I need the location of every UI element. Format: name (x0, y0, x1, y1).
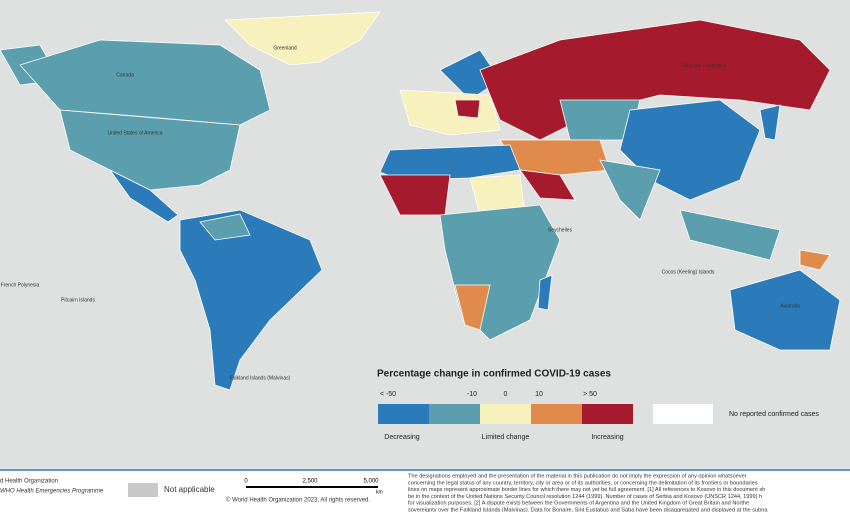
india (599, 159, 661, 221)
namibia (454, 284, 491, 331)
land (0, 11, 841, 391)
disclaimer-line: The designations employed and the presen… (408, 473, 747, 479)
legend-threshold: < -50 (380, 391, 396, 398)
not-applicable-swatch (128, 483, 158, 497)
disclaimer-line: for visualization purposes. [2] A disput… (408, 501, 749, 507)
country-label: Cocos (Keeling) Islands (662, 269, 715, 275)
legend-group: Increasing (591, 434, 623, 441)
madagascar (537, 274, 553, 311)
no-data-label: No reported confirmed cases (729, 411, 819, 418)
legend-swatch (531, 404, 582, 424)
disclaimer-line: be in the context of the United Nations … (408, 494, 762, 500)
country-labels: Greenland Canada United States of America R… (1, 45, 800, 381)
legend-group: Limited change (482, 434, 530, 441)
country-label: Seychelles (548, 227, 573, 233)
country-label: United States of America (107, 130, 162, 136)
disclaimer-line: concerning the legal status of any count… (408, 480, 758, 486)
legend-threshold: -10 (467, 391, 477, 398)
venezuela (199, 213, 251, 241)
scale-label: km (376, 489, 383, 495)
legend-threshold: 0 (504, 391, 508, 398)
greenland (224, 11, 381, 66)
country-label: Russian Federation (683, 63, 727, 69)
legend-threshold: 10 (535, 391, 543, 398)
usa (59, 109, 241, 191)
disclaimer-line: sovereignty over the Falkland Islands (M… (408, 507, 768, 512)
country-label: Canada (116, 72, 134, 78)
not-applicable-label: Not applicable (164, 485, 215, 494)
disclaimer-line: lines on maps represent approximate bord… (408, 487, 765, 493)
central-europe (454, 99, 481, 119)
legend-threshold: > 50 (583, 391, 597, 398)
legend-swatch (429, 404, 480, 424)
scale-bar: 0 2,500 5,000 km (244, 479, 382, 496)
copyright: © World Health Organization 2023, All ri… (226, 497, 370, 504)
southeast-asia (679, 209, 781, 261)
country-label: Falkland Islands (Malvinas) (230, 375, 291, 381)
org-line: WHO Health Emergencies Programme (0, 489, 104, 495)
australia (729, 269, 841, 351)
central-america (109, 169, 179, 223)
legend-title: Percentage change in confirmed COVID-19 … (377, 369, 611, 380)
png (799, 249, 831, 271)
scale-label: 5,000 (363, 479, 379, 485)
scale-label: 2,500 (302, 479, 318, 485)
no-data-swatch (653, 404, 713, 424)
legend: Percentage change in confirmed COVID-19 … (377, 369, 819, 441)
legend-swatch (582, 404, 633, 424)
legend-group: Decreasing (384, 434, 420, 441)
south-america (179, 209, 323, 391)
scale-label: 0 (244, 479, 248, 485)
arabia (519, 169, 576, 201)
country-label: Greenland (273, 45, 297, 51)
japan (759, 104, 781, 141)
org-line: d Health Organization (0, 479, 58, 485)
legend-swatch (378, 404, 429, 424)
country-label: Australia (780, 303, 800, 309)
country-label: French Polynesia (1, 282, 40, 288)
disclaimer: The designations employed and the presen… (408, 473, 768, 512)
country-label: Pitcairn Islands (61, 297, 95, 303)
legend-swatch (480, 404, 531, 424)
